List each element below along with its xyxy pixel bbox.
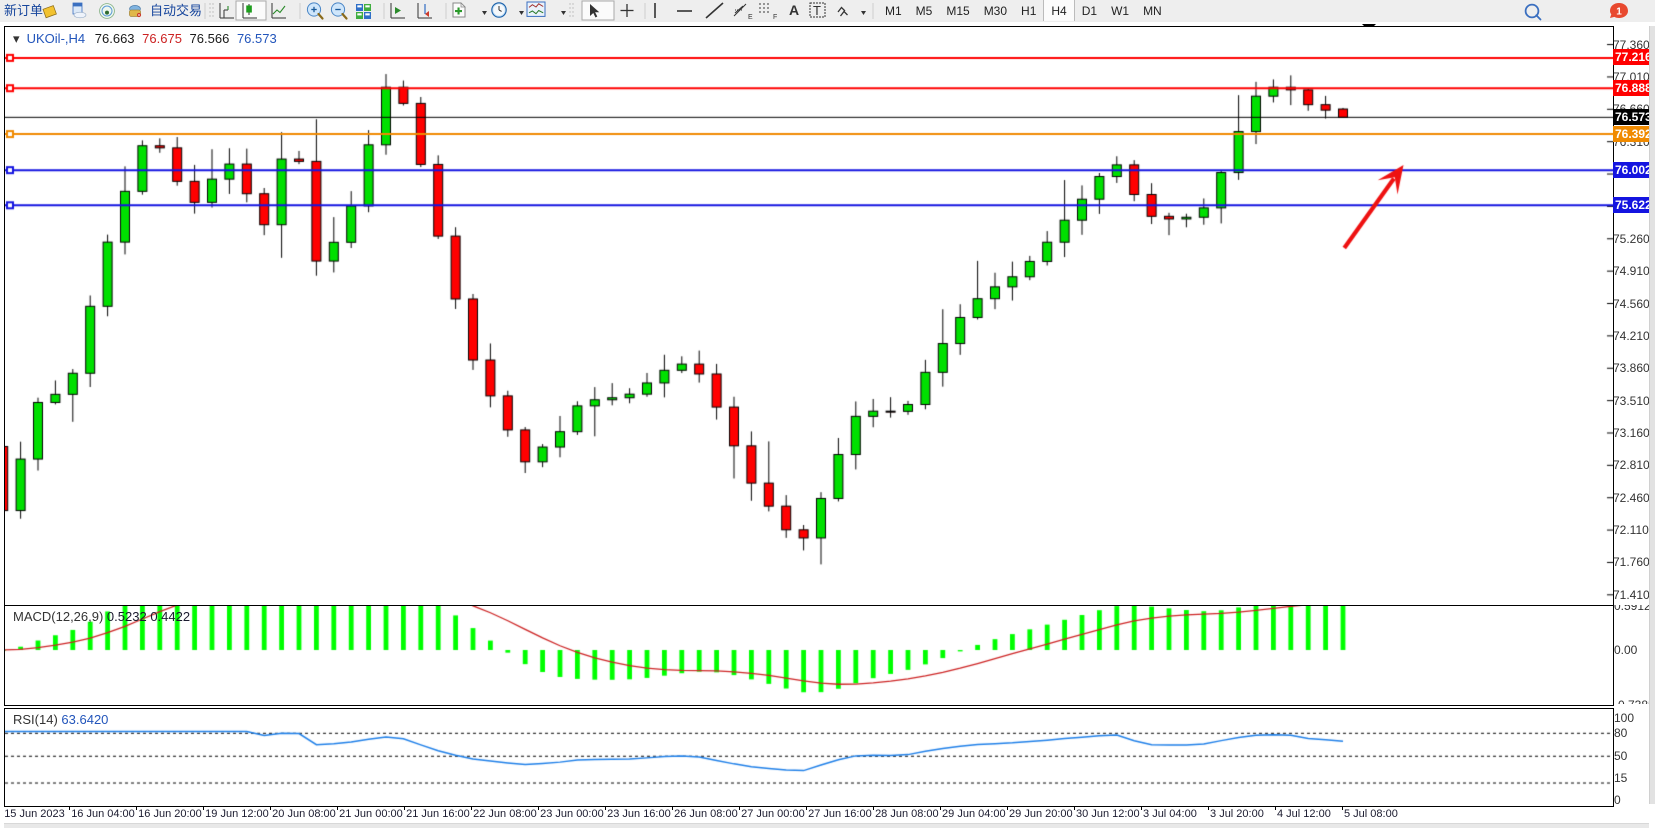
- svg-text:A: A: [789, 2, 799, 18]
- svg-text:E: E: [748, 14, 753, 21]
- svg-text:F: F: [773, 14, 777, 21]
- svg-text:T: T: [813, 3, 821, 18]
- svg-text:新订单: 新订单: [4, 3, 43, 18]
- svg-text:自动交易: 自动交易: [150, 3, 202, 18]
- svg-text:1: 1: [1616, 7, 1622, 18]
